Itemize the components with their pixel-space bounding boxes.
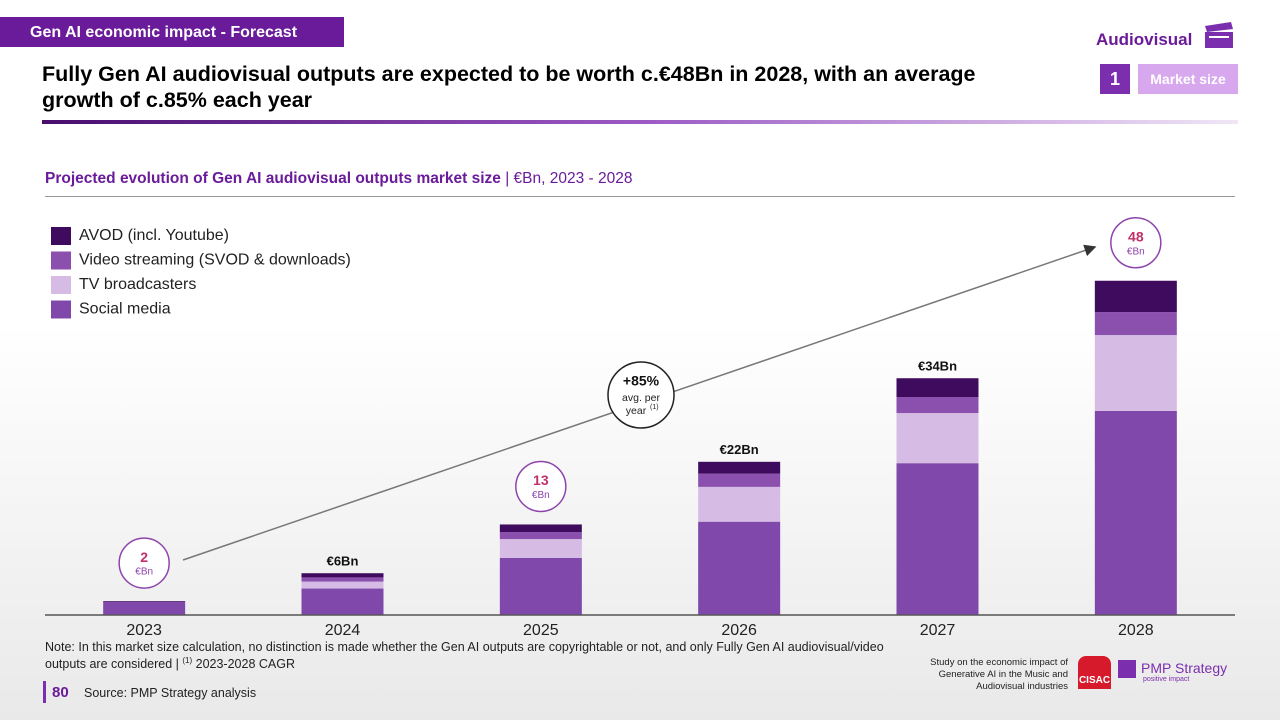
bar-segment xyxy=(698,521,781,615)
note-sup: (1) xyxy=(182,656,193,665)
total-label: €22Bn xyxy=(720,442,759,457)
chart-subtitle: | €Bn, 2023 - 2028 xyxy=(505,170,633,187)
bar-segment xyxy=(698,486,781,522)
bar-segment xyxy=(301,577,384,582)
legend-label: TV broadcasters xyxy=(79,276,196,293)
total-circle xyxy=(515,460,567,513)
bar-segment xyxy=(1094,280,1177,313)
legend-label: Video streaming (SVOD & downloads) xyxy=(79,252,351,269)
bar-segment xyxy=(499,539,582,558)
legend-swatch xyxy=(51,251,71,270)
study: Study on the economic impact of Generati… xyxy=(930,657,1068,692)
step-label: Market size xyxy=(1138,64,1238,94)
step-number: 1 xyxy=(1100,64,1130,94)
note: Note: In this market size calculation, n… xyxy=(45,640,895,672)
bar-segment xyxy=(896,463,979,615)
legend-swatch xyxy=(51,227,71,245)
x-tick-label: 2024 xyxy=(325,622,361,639)
total-label: €34Bn xyxy=(918,359,957,374)
x-tick-label: 2027 xyxy=(920,622,956,639)
chart-title: Projected evolution of Gen AI audiovisua… xyxy=(45,170,501,187)
page-bar xyxy=(43,681,46,703)
x-tick-label: 2025 xyxy=(523,622,559,639)
bar-segment xyxy=(896,397,979,414)
cagr-value: +85% xyxy=(623,373,660,389)
total-label: 48 xyxy=(1128,228,1144,244)
total-unit: €Bn xyxy=(532,490,550,501)
bar-segment xyxy=(1094,312,1177,336)
x-tick-label: 2028 xyxy=(1118,622,1154,639)
logo-pmp-icon xyxy=(1118,660,1136,678)
legend-swatch xyxy=(51,300,71,319)
slide-title: Fully Gen AI audiovisual outputs are exp… xyxy=(42,62,976,112)
total-label: 13 xyxy=(533,472,549,488)
clapper-icon xyxy=(1205,22,1233,48)
bar-segment xyxy=(499,532,582,540)
bar-segment xyxy=(301,581,384,589)
cagr-text: avg. per xyxy=(622,392,660,404)
legend-swatch xyxy=(51,276,71,294)
total-circle xyxy=(1110,216,1162,269)
bar-segment xyxy=(896,413,979,464)
tag-bg xyxy=(0,17,344,47)
legend-label: Social media xyxy=(79,301,171,318)
title-rule xyxy=(42,120,1238,124)
bar-segment xyxy=(1094,335,1177,411)
total-unit: €Bn xyxy=(1127,246,1145,257)
heading-rule xyxy=(45,196,1235,197)
cagr-circle xyxy=(607,361,675,429)
section: Audiovisual xyxy=(1096,30,1193,49)
bar-segment xyxy=(499,524,582,533)
chart-heading: Projected evolution of Gen AI audiovisua… xyxy=(45,170,632,188)
bar-segment xyxy=(103,601,186,602)
note-text2: 2023-2028 CAGR xyxy=(192,657,295,672)
source: Source: PMP Strategy analysis xyxy=(84,686,257,700)
x-tick-label: 2026 xyxy=(721,622,757,639)
bar-segment xyxy=(1094,410,1177,615)
logo-pmp: PMP Strategy xyxy=(1141,660,1228,676)
logo-cisac: CISAC xyxy=(1078,656,1111,689)
cagr-text2: year xyxy=(626,405,647,417)
cagr-sup: (1) xyxy=(650,404,659,411)
logo-pmp-tagline: positive impact xyxy=(1143,676,1190,683)
legend-label: AVOD (incl. Youtube) xyxy=(79,227,229,244)
x-tick-label: 2023 xyxy=(126,622,162,639)
tag: Gen AI economic impact - Forecast xyxy=(30,24,298,41)
total-label: €6Bn xyxy=(327,554,359,569)
bar-segment xyxy=(698,461,781,474)
bar-segment xyxy=(301,573,384,578)
bar-segment xyxy=(698,473,781,487)
bar-segment xyxy=(896,378,979,398)
bar-segment xyxy=(499,557,582,615)
note-text: Note: In this market size calculation, n… xyxy=(45,640,884,672)
total-unit: €Bn xyxy=(135,567,153,578)
bar-segment xyxy=(103,601,186,615)
total-circle xyxy=(118,537,170,589)
total-label: 2 xyxy=(140,549,148,565)
bar-segment xyxy=(301,588,384,615)
page-number: 80 xyxy=(52,684,69,701)
